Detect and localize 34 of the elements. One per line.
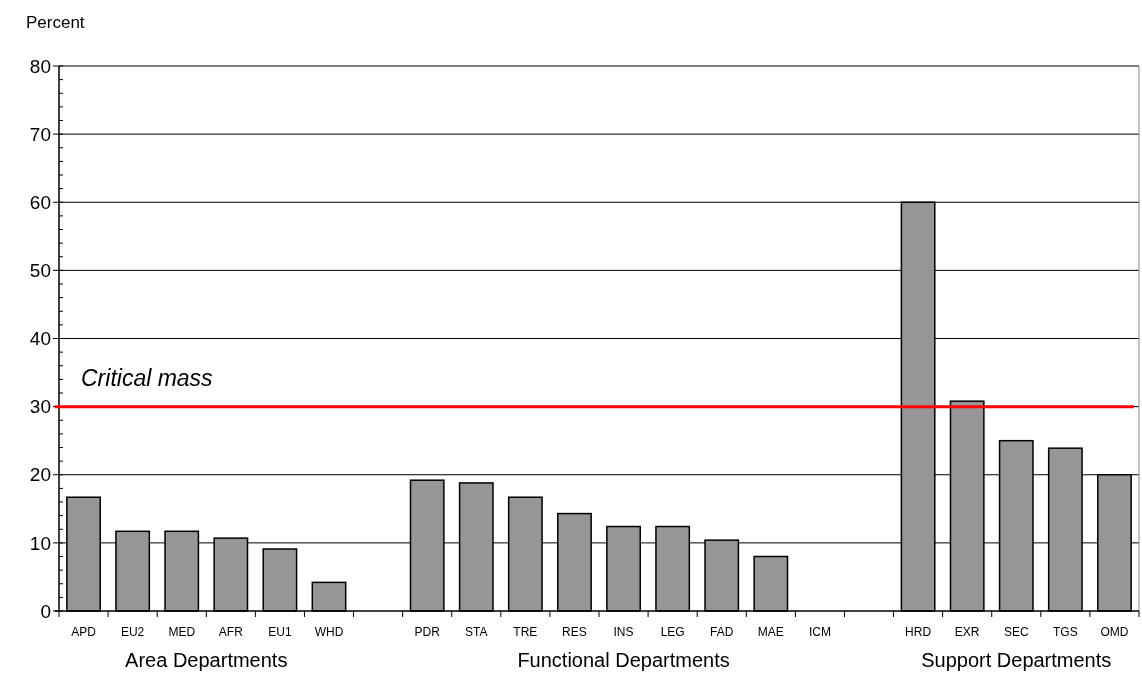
- text: Support Departments: [921, 649, 1112, 671]
- x-tick-label: MAE: [757, 625, 784, 639]
- x-tick-label: TRE: [513, 625, 538, 639]
- x-tick-label: ICM: [808, 625, 831, 639]
- y-tick-label: 30: [29, 396, 51, 418]
- y-tick-label: 0: [40, 600, 51, 622]
- y-tick-label: 10: [29, 532, 51, 554]
- x-tick-label: MED: [168, 625, 196, 639]
- x-tick-label: FAD: [710, 625, 734, 639]
- y-tick-label: 20: [29, 464, 51, 486]
- text: Functional Departments: [517, 649, 730, 671]
- x-tick-label: STA: [465, 625, 488, 639]
- x-tick-label: EU1: [268, 625, 292, 639]
- x-tick-label: AFR: [218, 625, 244, 639]
- y-tick-label: 50: [29, 260, 51, 282]
- x-tick-label: EXR: [954, 625, 980, 639]
- x-tick-label: HRD: [905, 625, 932, 639]
- y-tick-label: 70: [29, 123, 51, 145]
- x-tick-label: SEC: [1003, 625, 1029, 639]
- y-axis-title: Percent: [26, 13, 85, 32]
- x-tick-label: LEG: [660, 625, 685, 639]
- x-tick-label: APD: [71, 625, 97, 639]
- x-tick-label: RES: [562, 625, 587, 639]
- x-tick-label: EU2: [120, 625, 145, 639]
- x-tick-label: TGS: [1053, 625, 1078, 639]
- x-tick-label: WHD: [314, 625, 344, 639]
- y-tick-label: 40: [29, 328, 51, 350]
- x-tick-label: INS: [613, 625, 634, 639]
- y-tick-label: 60: [29, 191, 51, 213]
- x-tick-label: OMD: [1100, 625, 1129, 639]
- text: Area Departments: [125, 649, 288, 671]
- y-tick-label: 80: [29, 55, 51, 77]
- x-tick-label: PDR: [414, 625, 441, 639]
- ref-line-label: Critical mass: [81, 364, 214, 391]
